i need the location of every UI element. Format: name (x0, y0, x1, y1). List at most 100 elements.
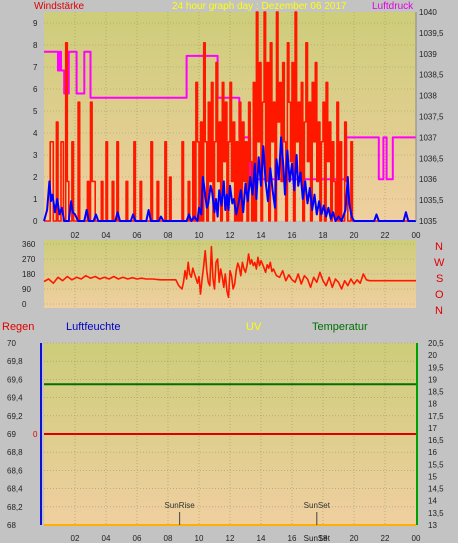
wind-tick-label: 3 (33, 151, 38, 160)
sunrise-label: SunRise (165, 501, 196, 510)
x-tick-label: 08 (164, 231, 173, 240)
wind-y-axis-ticks: 0 1 2 3 4 5 6 7 8 9 (33, 19, 38, 226)
x-tick-label: 14 (257, 231, 266, 240)
sunset-axis-label: SunSet (304, 534, 331, 543)
compass-o: O (435, 289, 444, 301)
pressure-tick-label: 1036 (419, 175, 437, 184)
pressure-tick-label: 1040 (419, 8, 437, 17)
temperature-tick-label: 15,5 (428, 460, 444, 469)
temperature-tick-label: 17,5 (428, 412, 444, 421)
x-tick-label: 00 (412, 231, 421, 240)
compass-s: S (436, 273, 443, 285)
chart-title: 24 hour graph day : Dezember 06 2017 (172, 1, 347, 12)
x-tick-label: 22 (381, 534, 390, 543)
temperature-tick-label: 17 (428, 424, 437, 433)
x-tick-label: 04 (102, 231, 111, 240)
wind-tick-label: 1 (33, 195, 38, 204)
wind-line (44, 11, 416, 222)
wind-tick-label: 6 (33, 85, 38, 94)
x-tick-label: 06 (133, 534, 142, 543)
x-tick-label: 10 (195, 534, 204, 543)
x-tick-label: 16 (288, 534, 297, 543)
humidity-tick-label: 69,4 (7, 394, 23, 403)
uv-axis-title: UV (246, 321, 262, 333)
temperature-tick-label: 13 (428, 521, 437, 530)
direction-tick-label: 180 (22, 270, 36, 279)
x-tick-label: 20 (350, 534, 359, 543)
luftfeuchte-axis-title: Luftfeuchte (66, 321, 120, 333)
temperature-tick-label: 20,5 (428, 339, 444, 348)
direction-tick-label: 90 (22, 285, 31, 294)
direction-line (43, 245, 416, 299)
x-tick-label: 12 (226, 231, 235, 240)
temperature-tick-label: 13,5 (428, 509, 444, 518)
gust-line (43, 136, 416, 222)
bottom-x-axis-ticks: 02 04 06 08 10 12 14 16 18 20 22 00 (71, 534, 421, 543)
compass-labels: N W S O N (434, 241, 445, 317)
pressure-tick-label: 1035 (419, 217, 437, 226)
compass-n-bottom: N (435, 305, 443, 317)
x-tick-label: 04 (102, 534, 111, 543)
pressure-tick-label: 1037 (419, 133, 437, 142)
wind-tick-label: 9 (33, 19, 38, 28)
humidity-tick-label: 69,6 (7, 375, 23, 384)
temperature-tick-label: 14,5 (428, 485, 444, 494)
humidity-tick-label: 69 (7, 430, 16, 439)
direction-tick-label: 270 (22, 255, 36, 264)
humidity-tick-label: 69,2 (7, 412, 23, 421)
direction-tick-label: 360 (22, 240, 36, 249)
temperature-tick-label: 19 (428, 375, 437, 384)
direction-tick-label: 0 (22, 300, 27, 309)
x-tick-label: 20 (350, 231, 359, 240)
pressure-tick-label: 1038 (419, 92, 437, 101)
wind-tick-label: 0 (33, 217, 38, 226)
humidity-tick-label: 70 (7, 339, 16, 348)
gust-series (43, 136, 416, 222)
compass-w: W (434, 257, 445, 269)
direction-series (43, 245, 416, 299)
regen-axis-title: Regen (2, 321, 34, 333)
x-tick-label: 12 (226, 534, 235, 543)
temperature-tick-label: 19,5 (428, 363, 444, 372)
humidity-tick-label: 68 (7, 521, 16, 530)
temperature-tick-label: 14 (428, 497, 437, 506)
wind-x-axis-ticks: 02 04 06 08 10 12 14 16 18 20 22 00 (71, 231, 421, 240)
direction-grid (44, 240, 416, 308)
pressure-line (44, 50, 416, 181)
wind-series (44, 11, 416, 222)
humidity-tick-label: 68,4 (7, 485, 23, 494)
wind-tick-label: 7 (33, 63, 38, 72)
humidity-tick-label: 68,2 (7, 503, 23, 512)
x-tick-label: 02 (71, 231, 80, 240)
x-tick-label: 10 (195, 231, 204, 240)
temperature-tick-label: 18,5 (428, 388, 444, 397)
pressure-tick-label: 1038,5 (419, 71, 444, 80)
wind-axis-title: Windstärke (34, 1, 84, 12)
pressure-tick-label: 1036,5 (419, 154, 444, 163)
x-tick-label: 22 (381, 231, 390, 240)
x-tick-label: 16 (288, 231, 297, 240)
wind-tick-label: 5 (33, 107, 38, 116)
pressure-y-axis-ticks: 1035 1035,5 1036 1036,5 1037 1037,5 1038 1038,5… (419, 8, 444, 226)
regen-zero-label: 0 (33, 430, 38, 439)
wind-tick-label: 8 (33, 41, 38, 50)
x-tick-label: 08 (164, 534, 173, 543)
temperature-y-axis-ticks: 13 13,5 14 14,5 15 15,5 16 16,5 17 17,5 18 18,5 19 19… (428, 339, 444, 530)
wind-tick-label: 4 (33, 129, 38, 138)
x-tick-label: 06 (133, 231, 142, 240)
direction-y-axis-ticks: 360 270 180 90 0 (22, 240, 36, 309)
temperature-tick-label: 20 (428, 351, 437, 360)
humidity-tick-label: 69,8 (7, 357, 23, 366)
pressure-axis-title: Luftdruck (372, 1, 414, 12)
x-tick-label: 14 (257, 534, 266, 543)
bottom-series (44, 383, 416, 435)
pressure-tick-label: 1039 (419, 50, 437, 59)
x-tick-label: 18 (319, 231, 328, 240)
humidity-y-axis-ticks: 68 68,2 68,4 68,6 68,8 69 69,2 69,4 69,6 69,8 70 (7, 339, 23, 530)
pressure-tick-label: 1035,5 (419, 196, 444, 205)
pressure-tick-label: 1039,5 (419, 29, 444, 38)
x-tick-label: 18 (319, 534, 328, 543)
temperature-tick-label: 18 (428, 400, 437, 409)
